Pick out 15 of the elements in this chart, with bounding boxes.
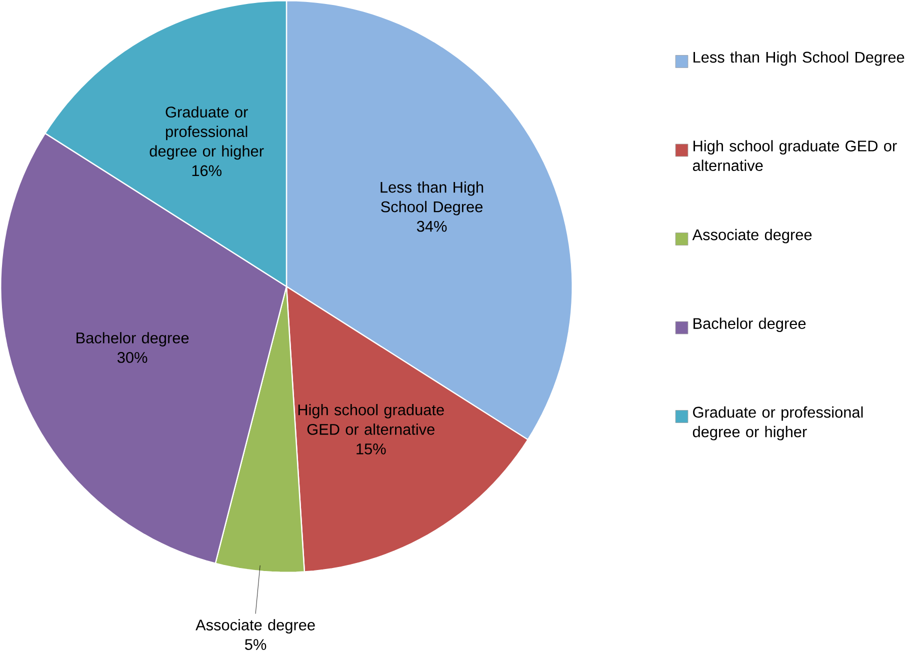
legend-label: Graduate or professional degree or higher [692, 406, 863, 440]
slice-label: Graduate or professional degree or higher [150, 106, 264, 160]
legend-label: High school graduate GED or alternative [692, 140, 897, 171]
slice-label: Bachelor degree [76, 332, 189, 346]
data-label: 5% [245, 639, 266, 650]
slice-label: Associate degree [196, 619, 315, 634]
data-label: 16% [192, 165, 222, 176]
data-label: 30% [117, 352, 148, 363]
legend-label: Less than High School Degree [694, 51, 904, 66]
data-label: 34% [416, 220, 447, 232]
data-label: 15% [356, 443, 386, 454]
legend-label: Associate degree [692, 228, 812, 244]
slice-label: High school graduate GED or alternative [298, 404, 444, 435]
slice-label: Less than High School Degree [380, 181, 484, 216]
legend-label: Bachelor degree [694, 318, 806, 332]
